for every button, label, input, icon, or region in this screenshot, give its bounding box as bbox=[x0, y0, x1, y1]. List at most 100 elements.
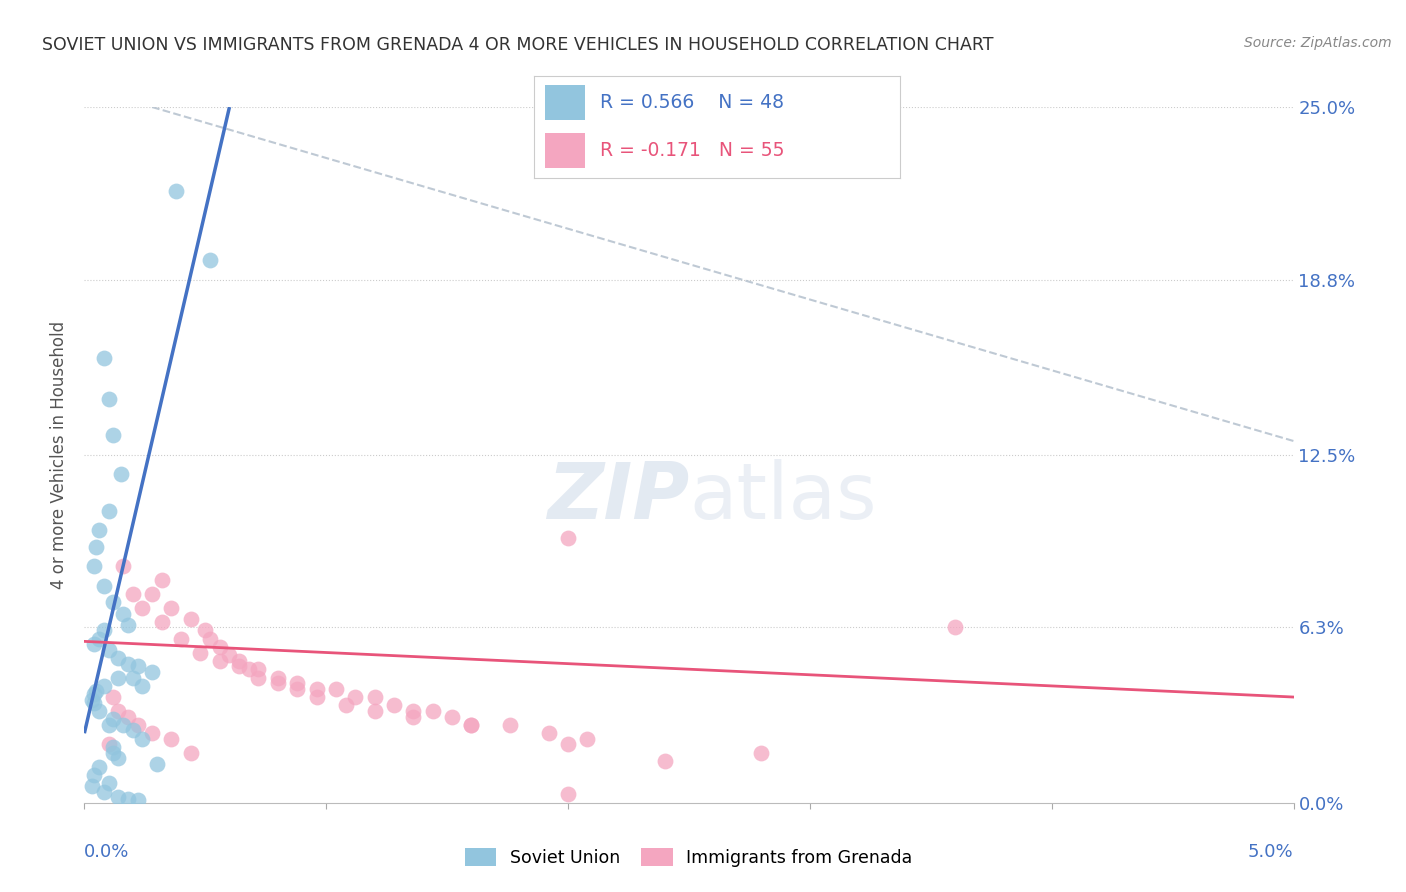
Point bbox=[344, 690, 367, 704]
Point bbox=[499, 718, 522, 732]
Point bbox=[198, 253, 221, 268]
Bar bbox=[546, 133, 585, 168]
Bar bbox=[546, 85, 585, 120]
Point bbox=[141, 665, 163, 679]
Point bbox=[363, 704, 385, 718]
Point bbox=[165, 184, 187, 198]
Point bbox=[198, 632, 221, 646]
Point bbox=[146, 756, 169, 771]
Text: R = 0.566    N = 48: R = 0.566 N = 48 bbox=[600, 93, 785, 112]
Point bbox=[103, 595, 125, 609]
Point bbox=[107, 671, 129, 685]
Point bbox=[160, 731, 183, 746]
Point bbox=[121, 587, 143, 601]
Point bbox=[190, 646, 212, 660]
Text: SOVIET UNION VS IMMIGRANTS FROM GRENADA 4 OR MORE VEHICLES IN HOUSEHOLD CORRELAT: SOVIET UNION VS IMMIGRANTS FROM GRENADA … bbox=[42, 36, 994, 54]
Point bbox=[131, 601, 153, 615]
Point bbox=[86, 684, 108, 698]
Point bbox=[208, 654, 231, 668]
Legend: Soviet Union, Immigrants from Grenada: Soviet Union, Immigrants from Grenada bbox=[458, 841, 920, 874]
Point bbox=[117, 617, 139, 632]
Point bbox=[97, 737, 120, 751]
Point bbox=[150, 615, 173, 629]
Point bbox=[267, 671, 290, 685]
Point bbox=[83, 768, 105, 782]
Point bbox=[194, 624, 217, 638]
Point bbox=[150, 573, 173, 587]
Point bbox=[107, 751, 129, 765]
Text: 5.0%: 5.0% bbox=[1249, 843, 1294, 861]
Point bbox=[267, 676, 290, 690]
Point bbox=[460, 718, 482, 732]
Point bbox=[87, 704, 110, 718]
Point bbox=[103, 740, 125, 755]
Point bbox=[537, 726, 560, 740]
Point bbox=[247, 671, 270, 685]
Y-axis label: 4 or more Vehicles in Household: 4 or more Vehicles in Household bbox=[51, 321, 69, 589]
Point bbox=[93, 579, 115, 593]
Point bbox=[112, 718, 135, 732]
Point bbox=[107, 790, 129, 805]
Point bbox=[170, 632, 193, 646]
Point bbox=[228, 659, 250, 673]
Point bbox=[141, 587, 163, 601]
Point bbox=[402, 704, 425, 718]
Point bbox=[402, 709, 425, 723]
Point bbox=[460, 718, 482, 732]
Point bbox=[335, 698, 357, 713]
Point bbox=[87, 759, 110, 773]
Point bbox=[103, 690, 125, 704]
Point bbox=[440, 709, 463, 723]
Point bbox=[325, 681, 347, 696]
Point bbox=[83, 687, 105, 701]
Point bbox=[112, 559, 135, 574]
Point bbox=[93, 679, 115, 693]
Point bbox=[117, 709, 139, 723]
Point bbox=[576, 731, 599, 746]
Point bbox=[80, 693, 103, 707]
Point bbox=[97, 642, 120, 657]
Point bbox=[110, 467, 132, 482]
Point bbox=[218, 648, 240, 663]
Point bbox=[121, 723, 143, 738]
Point bbox=[180, 612, 202, 626]
Point bbox=[382, 698, 405, 713]
Point bbox=[160, 601, 183, 615]
Point bbox=[103, 712, 125, 726]
Point bbox=[228, 654, 250, 668]
Point bbox=[127, 793, 149, 807]
Point bbox=[363, 690, 385, 704]
Point bbox=[751, 746, 773, 760]
Point bbox=[80, 779, 103, 793]
Point bbox=[127, 659, 149, 673]
Point bbox=[285, 681, 308, 696]
Point bbox=[131, 731, 153, 746]
Point bbox=[97, 776, 120, 790]
Point bbox=[83, 559, 105, 574]
Point bbox=[238, 662, 260, 676]
Point bbox=[117, 657, 139, 671]
Point bbox=[107, 651, 129, 665]
Point bbox=[654, 754, 676, 768]
Point bbox=[557, 737, 579, 751]
Point bbox=[121, 671, 143, 685]
Text: R = -0.171   N = 55: R = -0.171 N = 55 bbox=[600, 141, 785, 161]
Text: ZIP: ZIP bbox=[547, 458, 689, 534]
Point bbox=[93, 351, 115, 365]
Point bbox=[103, 746, 125, 760]
Point bbox=[83, 637, 105, 651]
Point bbox=[180, 746, 202, 760]
Text: 0.0%: 0.0% bbox=[84, 843, 129, 861]
Point bbox=[422, 704, 444, 718]
Point bbox=[97, 718, 120, 732]
Point bbox=[305, 681, 328, 696]
Point bbox=[97, 503, 120, 517]
Point bbox=[247, 662, 270, 676]
Point bbox=[557, 788, 579, 802]
Point bbox=[112, 607, 135, 621]
Point bbox=[97, 392, 120, 407]
Point bbox=[87, 632, 110, 646]
Point bbox=[305, 690, 328, 704]
Point bbox=[285, 676, 308, 690]
Text: Source: ZipAtlas.com: Source: ZipAtlas.com bbox=[1244, 36, 1392, 50]
